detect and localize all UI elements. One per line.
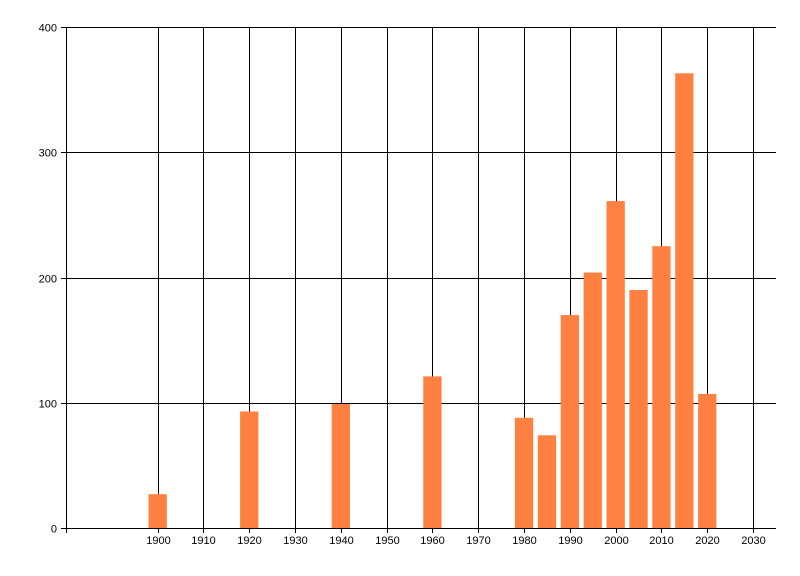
y-tick-label: 300 — [39, 148, 57, 160]
bar-1995 — [583, 272, 602, 528]
gridlines — [61, 27, 776, 533]
x-tick-label: 1960 — [420, 535, 444, 547]
y-tick-label: 200 — [39, 274, 57, 286]
x-tick-label: 1940 — [329, 535, 353, 547]
bar-2020 — [698, 394, 717, 528]
x-tick-label: 2010 — [649, 535, 673, 547]
axes — [61, 27, 776, 533]
x-tick-label: 1900 — [146, 535, 170, 547]
x-tick-label: 1970 — [466, 535, 490, 547]
bar-1990 — [560, 315, 579, 528]
x-tick-label: 2030 — [741, 535, 765, 547]
bar-2015 — [675, 73, 694, 529]
x-tick-label: 2000 — [604, 535, 628, 547]
bars — [148, 73, 717, 529]
x-tick-label: 2020 — [695, 535, 719, 547]
bar-1900 — [148, 494, 167, 528]
bar-1920 — [240, 411, 259, 528]
bar-2005 — [629, 290, 648, 528]
x-tick-label: 1920 — [237, 535, 261, 547]
x-tick-label: 1950 — [375, 535, 399, 547]
y-tick-label: 400 — [39, 23, 57, 35]
bar-2000 — [606, 201, 625, 528]
bar-1980 — [514, 417, 534, 528]
x-tick-label: 1910 — [191, 535, 215, 547]
bar-1940 — [331, 404, 350, 528]
tick-labels: 1900 1910 1920 1930 1940 1950 1960 1970 1980 1990… — [39, 23, 766, 548]
x-tick-label: 1990 — [558, 535, 582, 547]
y-tick-label: 100 — [39, 399, 57, 411]
bar-1960 — [423, 376, 442, 528]
y-tick-label: 0 — [51, 524, 57, 536]
bar-2010 — [652, 246, 671, 528]
x-tick-label: 1980 — [512, 535, 536, 547]
bar-1985 — [537, 435, 557, 528]
x-tick-label: 1930 — [283, 535, 307, 547]
